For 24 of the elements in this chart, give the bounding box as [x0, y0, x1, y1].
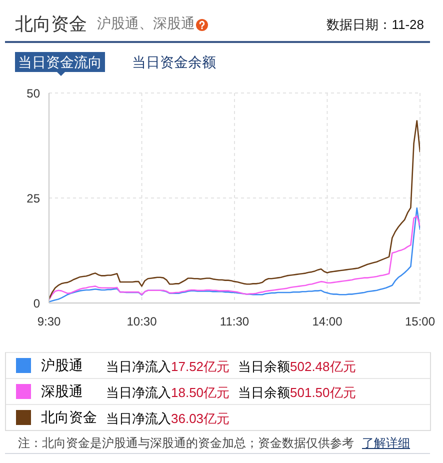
text: 当日净流入17.52亿元: [106, 359, 230, 374]
y-tick-label: 25: [26, 191, 40, 206]
text: 当日余额501.50亿元: [238, 385, 356, 400]
x-tick-label: 10:30: [126, 314, 158, 329]
x-tick-label: 9:30: [37, 314, 61, 329]
x-tick-label: 15:00: [404, 314, 436, 329]
x-tick-label: 11:30: [220, 314, 250, 329]
legend-label: 沪股通: [41, 357, 83, 373]
text: 当日净流入18.50亿元: [106, 385, 230, 400]
text: 当日余额502.48亿元: [238, 359, 356, 374]
text: 了解详细: [362, 436, 410, 450]
text: 数据日期：11-28: [326, 17, 424, 32]
legend-label: 北向资金: [41, 409, 97, 425]
text: 当日资金余额: [132, 54, 216, 70]
text: 当日净流入36.03亿元: [106, 411, 230, 426]
y-tick-label: 0: [33, 296, 40, 310]
chart-title: 北向资金: [15, 13, 87, 36]
chart-subtitle: 沪股通、深股通: [97, 15, 195, 33]
text: 注：北向资金是沪股通与深股通的资金加总；资金数据仅供参考: [18, 436, 354, 450]
x-tick-label: 14:00: [312, 314, 343, 329]
legend-label: 深股通: [41, 383, 83, 399]
text: 当日资金流向: [18, 54, 102, 70]
line-series: [49, 120, 420, 300]
y-tick-label: 50: [26, 86, 40, 100]
